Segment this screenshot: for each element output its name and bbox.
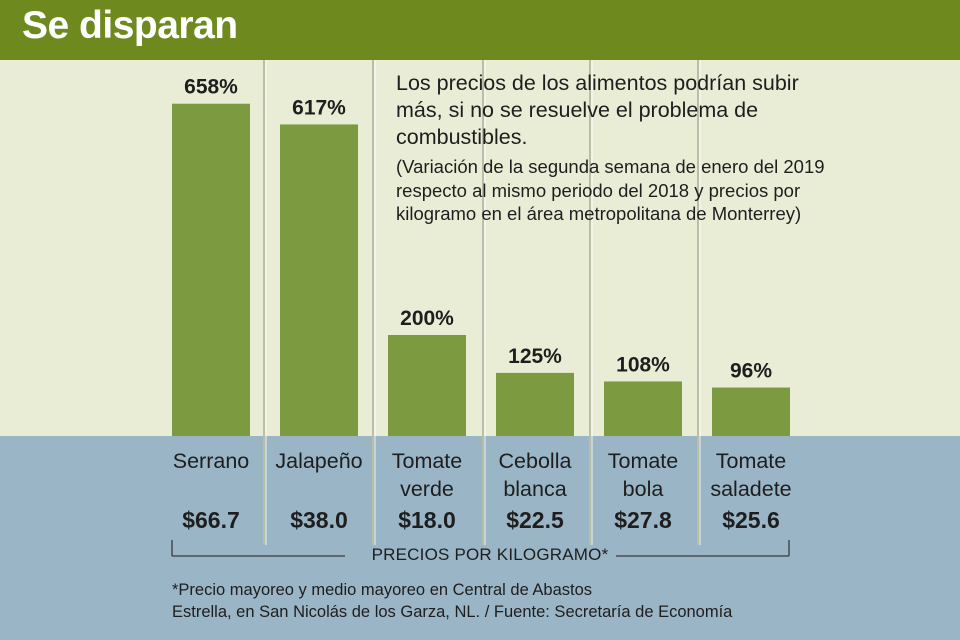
price-label: $25.6: [722, 507, 780, 533]
bar-4: [604, 381, 682, 436]
description-note: (Variación de la segunda semana de enero…: [396, 156, 825, 224]
bar-value-label: 617%: [292, 96, 346, 119]
page-title: Se disparan: [22, 4, 238, 47]
category-label: Tomate: [392, 449, 463, 473]
price-label: $18.0: [398, 507, 456, 533]
bar-5: [712, 387, 790, 436]
bar-3: [496, 372, 574, 436]
category-label: Jalapeño: [275, 449, 362, 473]
bar-2: [388, 335, 466, 436]
category-label: bola: [623, 477, 664, 501]
price-label: $38.0: [290, 507, 348, 533]
category-label: Serrano: [173, 449, 250, 473]
description-text: Los precios de los alimentos podrían sub…: [396, 71, 799, 149]
footnote-line-2: Estrella, en San Nicolás de los Garza, N…: [172, 603, 733, 621]
category-label: verde: [400, 477, 454, 501]
bar-0: [172, 103, 250, 437]
price-label: $66.7: [182, 507, 240, 533]
bar-value-label: 200%: [400, 307, 454, 330]
bar-value-label: 125%: [508, 345, 562, 368]
header-bar: Se disparan: [0, 0, 960, 60]
price-label: $27.8: [614, 507, 672, 533]
category-label: Cebolla: [499, 449, 572, 473]
category-label: Tomate: [716, 449, 787, 473]
chart-background: [0, 60, 960, 436]
category-label: Tomate: [608, 449, 679, 473]
prices-axis-label: PRECIOS POR KILOGRAMO*: [371, 545, 609, 564]
bar-value-label: 96%: [730, 360, 772, 383]
bar-1: [280, 124, 358, 436]
bar-value-label: 658%: [184, 76, 238, 99]
footnote-line-1: *Precio mayoreo y medio mayoreo en Centr…: [172, 581, 593, 599]
bar-value-label: 108%: [616, 353, 670, 376]
prices-background: [0, 436, 960, 640]
price-label: $22.5: [506, 507, 564, 533]
category-label: saladete: [710, 477, 791, 501]
category-label: blanca: [503, 477, 566, 501]
